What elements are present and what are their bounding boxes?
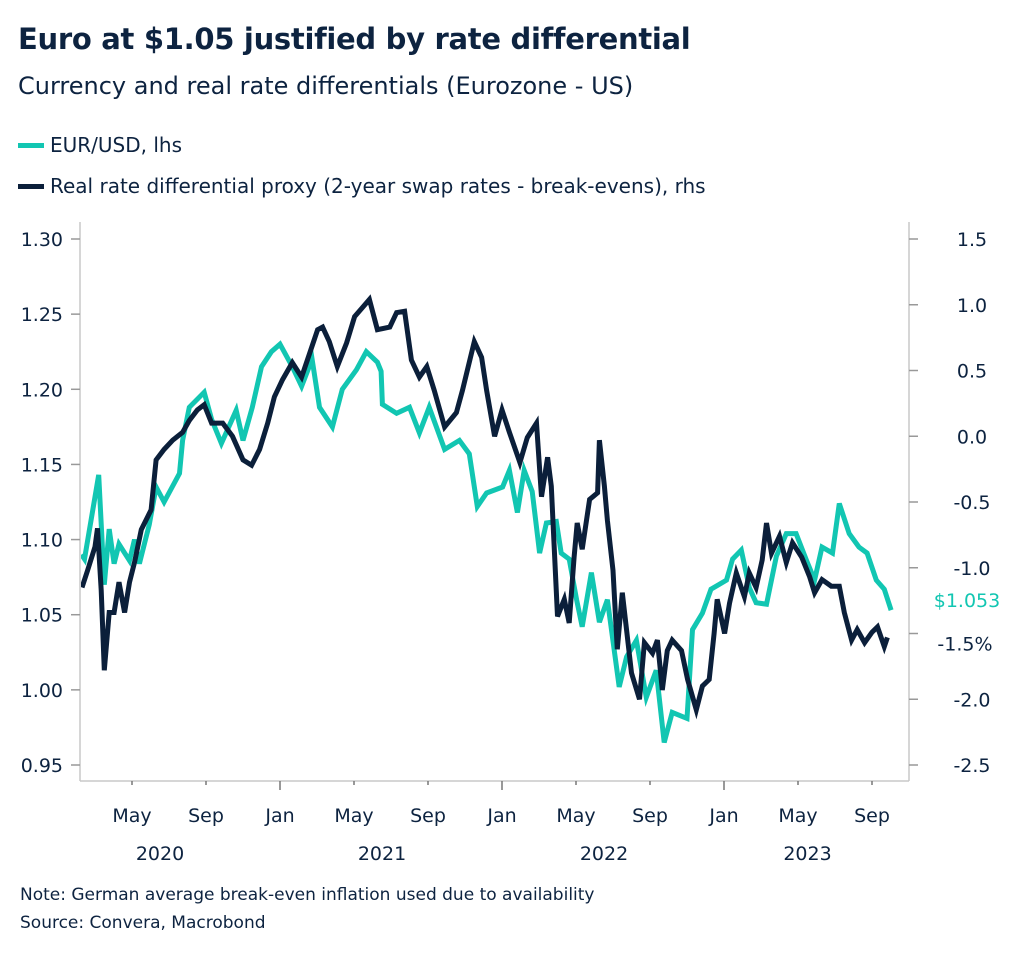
x-axis-month-label: May: [556, 805, 595, 827]
x-axis-month-label: May: [112, 805, 151, 827]
left-axis-tick-label: 1.15: [21, 454, 63, 476]
x-axis-month-label: Jan: [264, 805, 294, 827]
x-axis-year-label: 2021: [358, 843, 406, 865]
left-axis-tick-label: 1.10: [21, 530, 63, 552]
right-axis-tick-label: 1.0: [957, 295, 987, 317]
x-axis-month-label: Jan: [486, 805, 516, 827]
legend-swatch-real-rate: [18, 183, 44, 189]
end-value-label: $1.053: [934, 590, 1000, 612]
legend-item-eurusd: EUR/USD, lhs: [18, 133, 182, 157]
chart-title: Euro at $1.05 justified by rate differen…: [18, 22, 691, 56]
left-axis-tick-label: 1.25: [21, 304, 63, 326]
legend-item-real-rate: Real rate differential proxy (2-year swa…: [18, 174, 706, 198]
x-axis-month-label: May: [334, 805, 373, 827]
right-axis-tick-label: 0.5: [957, 361, 987, 383]
x-axis-year-label: 2020: [136, 843, 184, 865]
left-axis-tick-label: 1.30: [21, 229, 63, 251]
source: Source: Convera, Macrobond: [20, 913, 266, 933]
left-axis-tick-label: 1.00: [21, 680, 63, 702]
x-axis-month-label: Jan: [708, 805, 738, 827]
x-axis-year-label: 2022: [580, 843, 628, 865]
x-axis-month-label: Sep: [410, 805, 446, 827]
right-axis-tick-label: -2.5: [953, 755, 990, 777]
x-axis-year-label: 2023: [783, 843, 831, 865]
right-axis-tick-label: 0.0: [957, 426, 987, 448]
series-line-eurusd: [81, 340, 894, 744]
right-axis-tick-label: 1.5: [957, 229, 987, 251]
right-axis-tick-label: -2.0: [953, 689, 990, 711]
right-axis-tick-label: -0.5: [953, 492, 990, 514]
left-axis-tick-label: 1.20: [21, 379, 63, 401]
x-axis-month-label: Sep: [188, 805, 224, 827]
right-axis-tick-label: -1.0: [953, 558, 990, 580]
legend-swatch-eurusd: [18, 142, 44, 148]
series-line-real-rate: [81, 294, 890, 720]
legend-label-eurusd: EUR/USD, lhs: [50, 133, 183, 157]
x-axis-month-label: Sep: [632, 805, 668, 827]
x-axis-month-label: Sep: [854, 805, 890, 827]
legend-label-real-rate: Real rate differential proxy (2-year swa…: [50, 174, 706, 198]
left-axis-tick-label: 1.05: [21, 605, 63, 627]
left-axis-tick-label: 0.95: [21, 755, 63, 777]
x-axis-month-label: May: [778, 805, 817, 827]
right-axis-tick-label-percent: -1.5%: [937, 634, 992, 656]
chart-subtitle: Currency and real rate differentials (Eu…: [18, 72, 634, 100]
footnote: Note: German average break-even inflatio…: [20, 885, 595, 905]
